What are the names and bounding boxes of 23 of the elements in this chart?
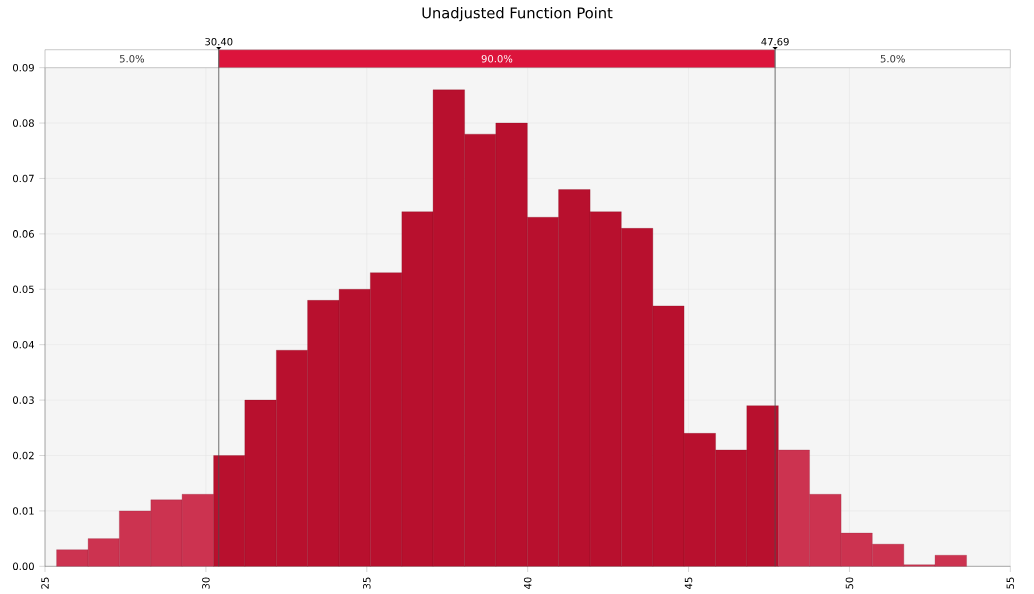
y-tick-label: 0.02: [13, 451, 34, 460]
text: 90.0%: [481, 54, 513, 63]
y-tick-label: 0.00: [13, 562, 34, 571]
text: 5.0%: [880, 54, 905, 63]
x-tick-label: 45: [684, 577, 693, 590]
x-tick-label: 30: [202, 577, 210, 589]
y-tick-label: 0.01: [13, 507, 34, 515]
ref-line-label: 47.69: [761, 37, 789, 46]
text: 5.0%: [119, 54, 145, 63]
y-tick-label: 0.04: [13, 340, 35, 349]
y-tick-label: 0.09: [13, 63, 34, 72]
x-tick-label: 40: [523, 577, 532, 590]
y-tick-label: 0.06: [13, 230, 34, 238]
y-tick-label: 0.08: [13, 119, 34, 127]
y-tick-label: 0.03: [13, 396, 34, 404]
chart-title: Unadjusted Function Point: [422, 7, 613, 22]
x-tick-label: 50: [845, 577, 854, 589]
y-tick-label: 0.05: [13, 285, 34, 294]
x-tick-label: 55: [1006, 577, 1015, 589]
x-tick-label: 25: [41, 577, 49, 589]
y-tick-label: 0.07: [13, 174, 34, 183]
ref-line-label: 30.40: [205, 37, 233, 46]
x-tick-label: 35: [363, 577, 371, 589]
